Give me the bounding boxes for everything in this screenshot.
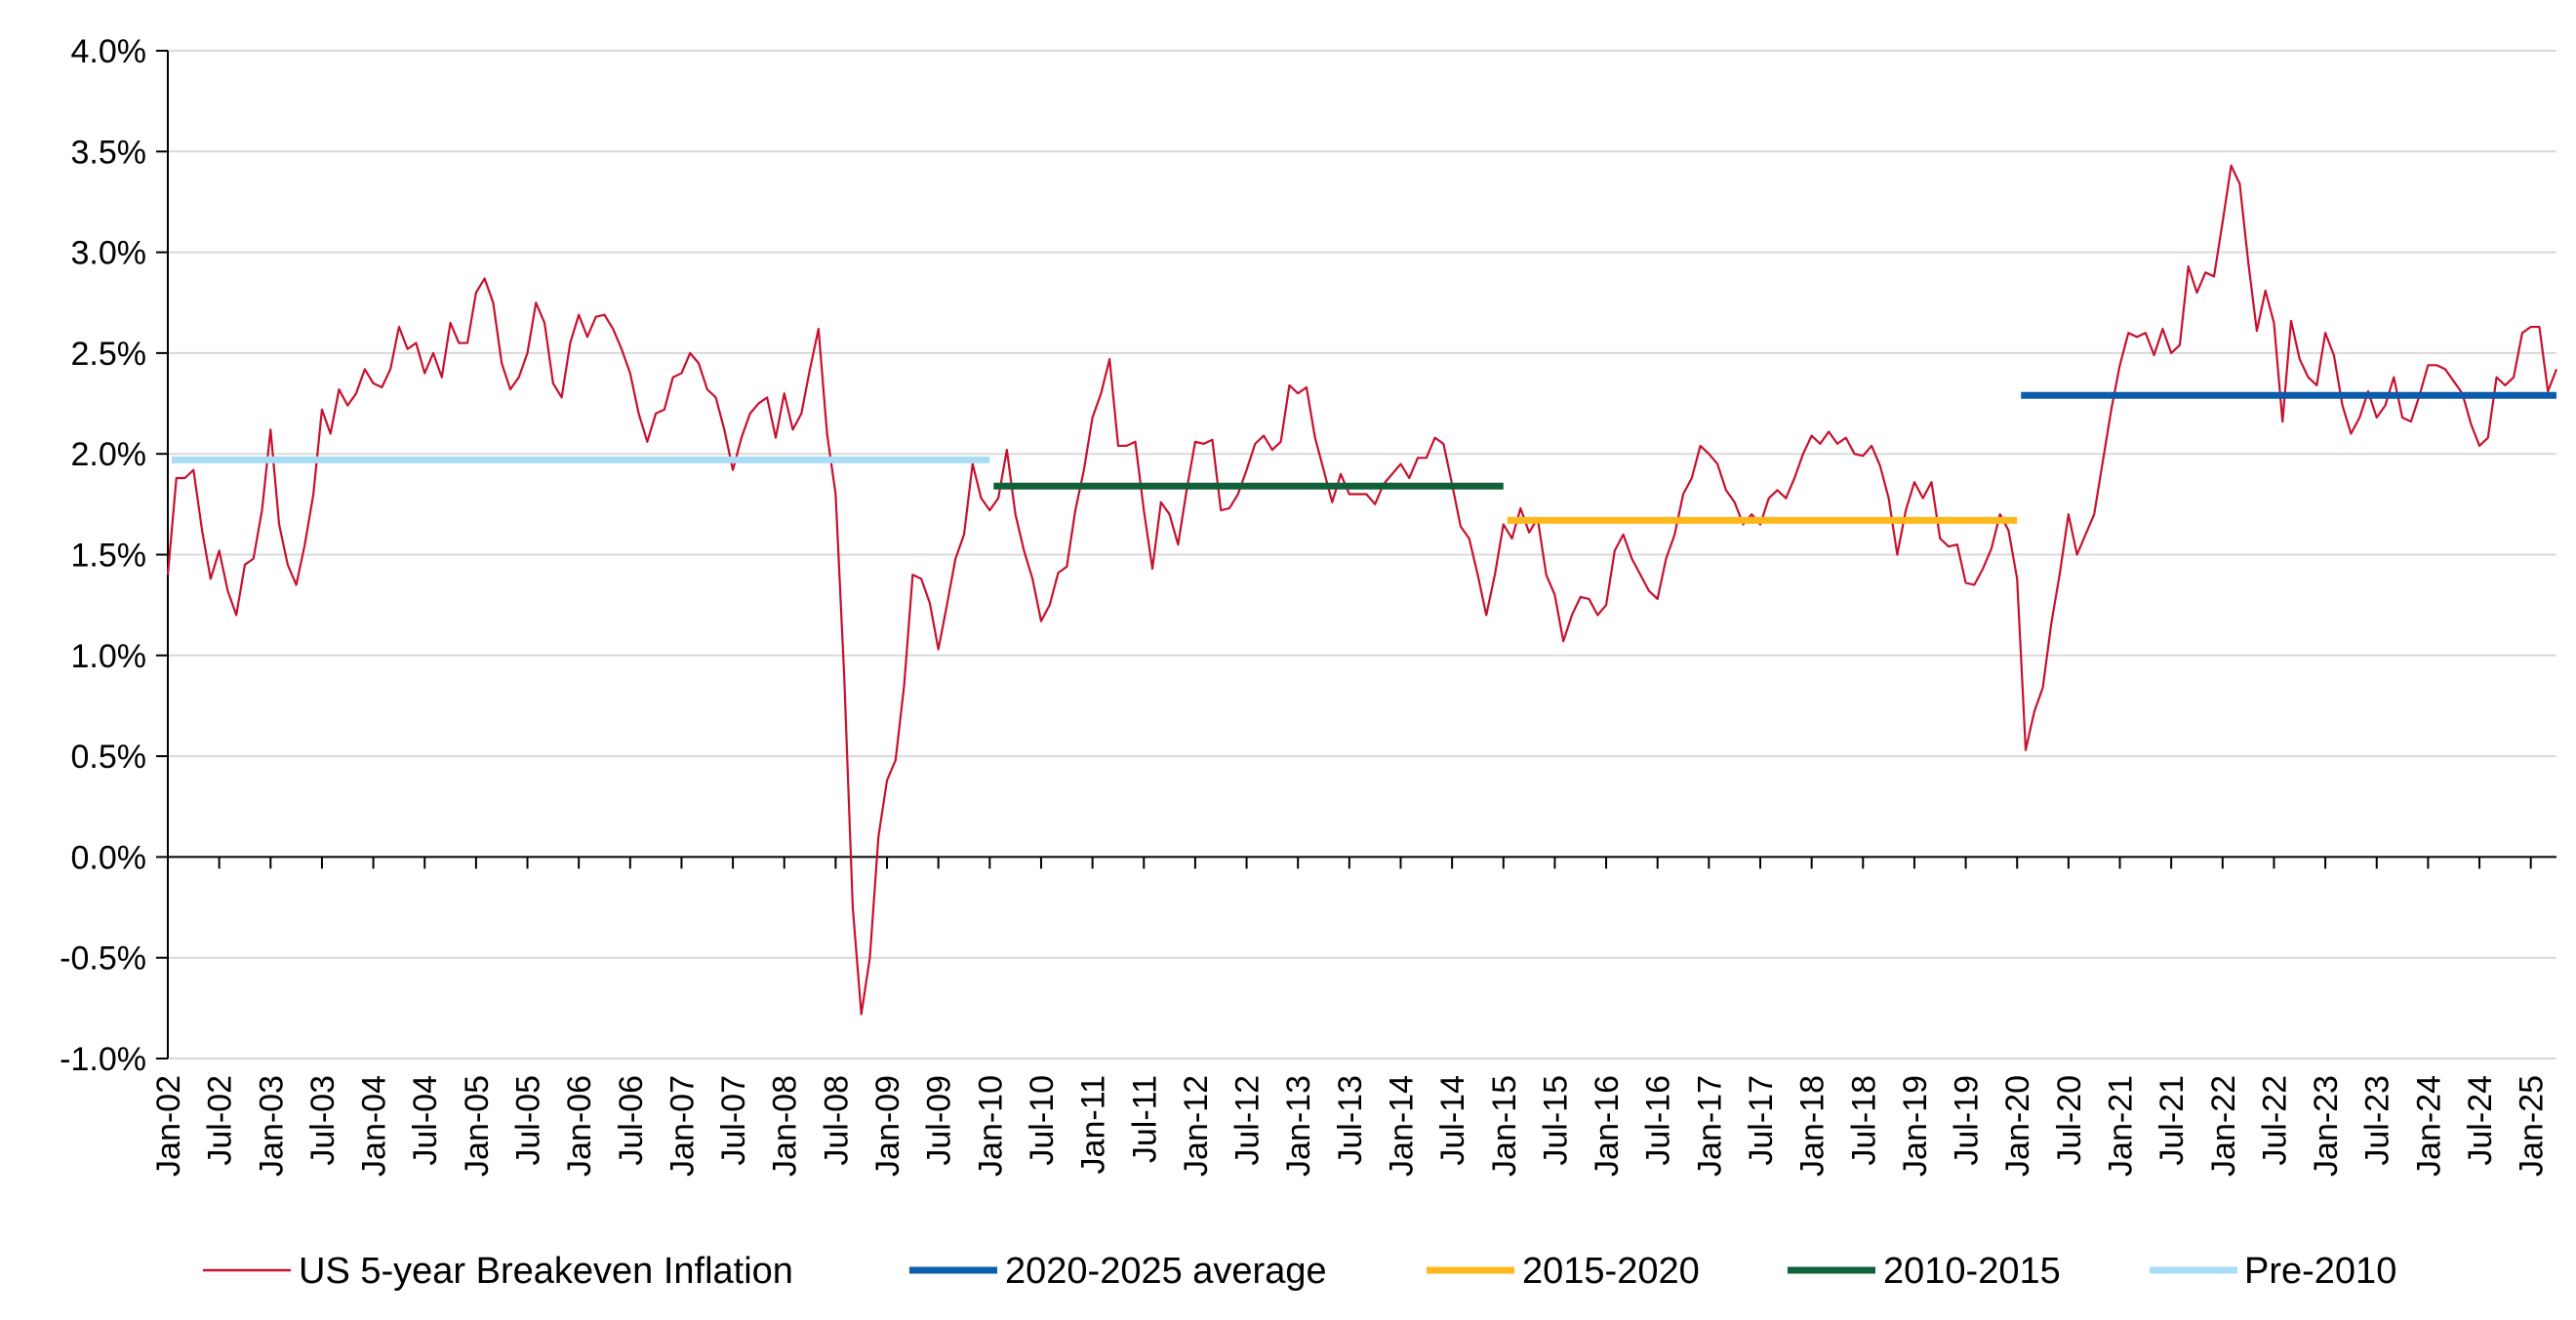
x-tick-label: Jan-13: [1280, 1075, 1317, 1177]
x-tick-label: Jan-24: [2410, 1075, 2447, 1177]
x-tick-label: Jan-22: [2205, 1075, 2242, 1177]
x-tick-label: Jul-06: [613, 1075, 650, 1166]
y-tick-label: 0.5%: [71, 739, 147, 776]
x-tick-label: Jul-20: [2051, 1075, 2088, 1166]
x-tick-label: Jul-08: [818, 1075, 855, 1166]
x-tick-label: Jan-10: [972, 1075, 1009, 1177]
x-tick-label: Jan-06: [561, 1075, 598, 1177]
x-tick-label: Jan-14: [1383, 1075, 1420, 1177]
x-tick-label: Jul-05: [510, 1075, 547, 1166]
axes: [156, 50, 2556, 1060]
legend: US 5-year Breakeven Inflation 2020-2025 a…: [203, 1251, 2396, 1292]
x-tick-label: Jul-11: [1126, 1075, 1163, 1163]
x-tick-label: Jan-25: [2514, 1075, 2551, 1177]
legend-label: 2015-2020: [1522, 1251, 1700, 1292]
x-tick-label: Jul-03: [304, 1075, 342, 1166]
legend-label: Pre-2010: [2244, 1251, 2396, 1292]
x-tick-label: Jan-05: [459, 1075, 496, 1177]
x-tick-label: Jan-20: [1999, 1075, 2036, 1177]
x-tick-label: Jan-04: [356, 1075, 393, 1177]
y-tick-label: 3.5%: [71, 134, 147, 171]
x-tick-label: Jul-13: [1332, 1075, 1369, 1166]
x-tick-label: Jan-17: [1691, 1075, 1728, 1177]
x-tick-label: Jan-21: [2103, 1075, 2140, 1177]
plot-area: [166, 164, 2558, 1016]
x-tick-label: Jul-18: [1845, 1075, 1882, 1166]
x-tick-label: Jan-02: [150, 1075, 187, 1177]
x-tick-label: Jan-18: [1794, 1075, 1831, 1177]
x-tick-label: Jan-19: [1897, 1075, 1934, 1177]
y-tick-label: -0.5%: [60, 940, 146, 978]
series-line-breakeven: [166, 164, 2558, 1016]
y-tick-label: 2.5%: [71, 336, 147, 373]
y-tick-label: 0.0%: [71, 839, 147, 876]
x-tick-label: Jul-22: [2256, 1075, 2293, 1166]
x-tick-label: Jul-14: [1434, 1075, 1471, 1166]
gridlines: [168, 50, 2556, 1060]
x-tick-label: Jul-17: [1743, 1075, 1780, 1166]
x-tick-label: Jan-12: [1178, 1075, 1215, 1177]
x-tick-label: Jul-09: [921, 1075, 958, 1166]
x-tick-label: Jul-07: [715, 1075, 752, 1166]
x-tick-label: Jan-16: [1589, 1075, 1626, 1177]
x-tick-label: Jul-12: [1229, 1075, 1267, 1166]
x-axis-tick-labels: Jan-02 Jul-02 Jan-03 Jul-03 Jan-04 Jul-04 Jan-…: [150, 1075, 2551, 1177]
y-tick-label: 1.0%: [71, 638, 147, 675]
legend-label: 2020-2025 average: [1005, 1251, 1327, 1292]
x-tick-label: Jul-23: [2359, 1075, 2396, 1166]
x-tick-label: Jan-08: [767, 1075, 804, 1177]
y-axis-tick-labels: -1.0% -0.5% 0.0% 0.5% 1.0% 1.5% 2.0% 2.5% 3.0% 3.…: [60, 33, 146, 1078]
legend-label: 2010-2015: [1883, 1251, 2061, 1292]
x-tick-label: Jan-03: [253, 1075, 290, 1177]
x-tick-label: Jan-09: [869, 1075, 906, 1177]
y-tick-label: 4.0%: [71, 33, 147, 70]
x-tick-label: Jan-15: [1486, 1075, 1523, 1177]
y-tick-label: -1.0%: [60, 1041, 146, 1078]
x-tick-label: Jul-02: [202, 1075, 239, 1166]
x-tick-label: Jul-10: [1024, 1075, 1061, 1166]
x-tick-label: Jul-15: [1537, 1075, 1574, 1166]
x-tick-label: Jul-19: [1949, 1075, 1986, 1166]
legend-label: US 5-year Breakeven Inflation: [299, 1251, 793, 1292]
x-tick-label: Jan-07: [664, 1075, 701, 1177]
y-tick-label: 3.0%: [71, 235, 147, 272]
y-tick-label: 1.5%: [71, 538, 147, 575]
y-tick-label: 2.0%: [71, 436, 147, 473]
x-tick-label: Jul-21: [2153, 1075, 2191, 1166]
x-tick-label: Jan-23: [2308, 1075, 2345, 1177]
x-tick-label: Jul-24: [2462, 1075, 2499, 1166]
x-tick-label: Jan-11: [1075, 1075, 1112, 1174]
x-tick-label: Jul-04: [407, 1075, 444, 1166]
x-tick-label: Jul-16: [1640, 1075, 1677, 1166]
